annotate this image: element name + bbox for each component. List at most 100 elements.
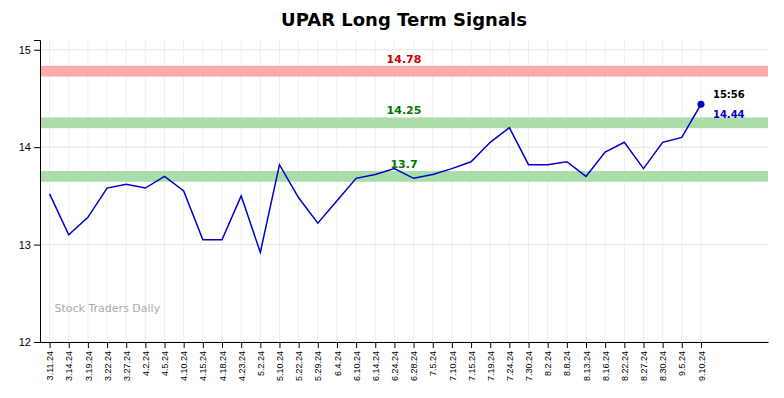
x-tick-label: 7.30.24: [524, 351, 534, 381]
grid-line-x: [432, 40, 433, 342]
x-tick-label: 5.10.24: [275, 351, 285, 381]
x-tick: 4.10.24: [179, 342, 189, 381]
x-tick: 6.14.24: [371, 342, 381, 381]
x-tick-mark: [529, 342, 530, 348]
y-tick: 15: [19, 44, 40, 56]
x-tick-mark: [490, 342, 491, 348]
x-tick-mark: [605, 342, 606, 348]
x-tick-label: 8.2.24: [543, 351, 553, 376]
y-tick-label: 12: [19, 336, 31, 348]
x-tick-label: 4.23.24: [237, 351, 247, 381]
x-tick-label: 4.15.24: [198, 351, 208, 381]
x-tick-label: 6.4.24: [333, 351, 343, 376]
y-tick-mark: [34, 50, 40, 51]
y-tick-mark: [34, 342, 40, 343]
grid-line-y: [40, 342, 768, 343]
grid-line-x: [662, 40, 663, 342]
grid-line-x: [241, 40, 242, 342]
x-tick: 8.16.24: [601, 342, 611, 381]
x-tick: 3.11.24: [45, 342, 55, 380]
x-tick: 3.14.24: [64, 342, 74, 381]
grid-line-x: [145, 40, 146, 342]
x-tick-mark: [337, 342, 338, 348]
x-tick-mark: [69, 342, 70, 348]
y-axis-line: [34, 41, 41, 343]
x-tick: 3.19.24: [84, 342, 94, 381]
x-tick: 7.30.24: [524, 342, 534, 381]
x-tick-label: 8.27.24: [639, 351, 649, 381]
x-tick: 7.5.24: [428, 342, 438, 376]
x-tick-label: 3.22.24: [103, 351, 113, 381]
x-axis: 3.11.24 3.14.24 3.19.24 3.22.24 3.27.24 4.2.2…: [41, 342, 769, 381]
grid-line-x: [528, 40, 529, 342]
x-tick-mark: [586, 342, 587, 348]
title: UPAR Long Term Signals: [281, 9, 527, 30]
watermark: Stock Traders Daily: [55, 302, 161, 315]
x-tick-mark: [279, 342, 280, 348]
x-tick: 7.15.24: [467, 342, 477, 381]
x-tick-mark: [567, 342, 568, 348]
x-tick-mark: [203, 342, 204, 348]
grid-line-x: [68, 40, 69, 342]
x-tick: 7.10.24: [448, 342, 458, 381]
x-tick: 6.28.24: [409, 342, 419, 381]
grid-line-x: [624, 40, 625, 342]
grid-line-x: [700, 40, 701, 342]
band-label: 14.25: [387, 104, 422, 117]
grid-line-x: [605, 40, 606, 342]
grid-line-x: [222, 40, 223, 342]
grid-line-x: [413, 40, 414, 342]
x-tick: 3.27.24: [122, 342, 132, 381]
grid-line-x: [681, 40, 682, 342]
x-tick: 3.22.24: [103, 342, 113, 381]
price-line: [50, 104, 701, 252]
x-tick-label: 6.28.24: [409, 351, 419, 381]
x-tick-mark: [165, 342, 166, 348]
last-price-note: 14.44: [713, 109, 745, 120]
x-tick-mark: [375, 342, 376, 348]
x-tick-mark: [88, 342, 89, 348]
x-tick-mark: [241, 342, 242, 348]
x-tick-mark: [318, 342, 319, 348]
x-tick-label: 9.5.24: [677, 351, 687, 376]
y-tick: 14: [19, 141, 40, 153]
x-tick-mark: [682, 342, 683, 348]
grid: [40, 40, 768, 342]
grid-line-y: [40, 244, 768, 245]
band-label: 14.78: [387, 53, 422, 66]
last-point: [697, 101, 704, 108]
x-tick: 8.27.24: [639, 342, 649, 381]
x-tick-label: 4.2.24: [141, 351, 151, 376]
x-tick-label: 8.13.24: [582, 351, 592, 381]
x-tick: 4.5.24: [160, 342, 170, 376]
grid-line-x: [586, 40, 587, 342]
signal-band: [40, 117, 768, 128]
x-tick-label: 8.8.24: [562, 351, 572, 376]
grid-line-x: [547, 40, 548, 342]
x-tick-mark: [126, 342, 127, 348]
grid-line-x: [202, 40, 203, 342]
x-tick-mark: [184, 342, 185, 348]
x-tick-mark: [624, 342, 625, 348]
grid-line-x: [509, 40, 510, 342]
x-tick: 6.10.24: [352, 342, 362, 381]
x-tick-label: 4.10.24: [179, 351, 189, 381]
x-tick: 7.24.24: [505, 342, 515, 381]
x-tick-mark: [50, 342, 51, 348]
x-tick-mark: [471, 342, 472, 348]
y-tick: 13: [19, 239, 40, 251]
x-tick-label: 5.22.24: [294, 351, 304, 381]
grid-line-x: [298, 40, 299, 342]
x-tick-mark: [394, 342, 395, 348]
x-tick-label: 7.5.24: [428, 351, 438, 376]
x-tick: 8.30.24: [658, 342, 668, 381]
grid-line-x: [126, 40, 127, 342]
x-tick-mark: [643, 342, 644, 348]
grid-line-y: [40, 49, 768, 50]
grid-line-x: [164, 40, 165, 342]
x-tick: 8.13.24: [582, 342, 592, 381]
x-tick-label: 7.19.24: [486, 351, 496, 381]
y-tick-label: 15: [19, 44, 31, 56]
x-tick: 8.22.24: [620, 342, 630, 381]
band-label: 13.7: [390, 158, 417, 171]
